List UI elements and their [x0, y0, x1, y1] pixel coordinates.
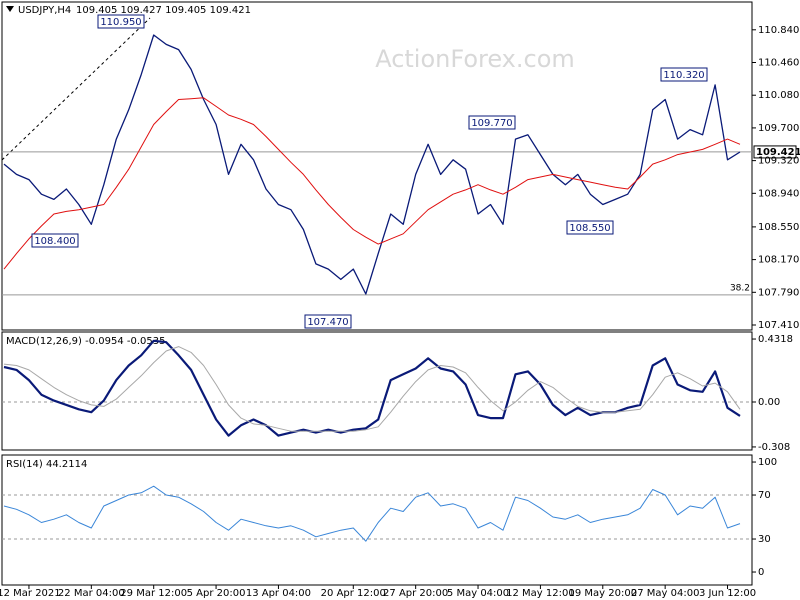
annotation: 107.470: [307, 317, 348, 328]
y-tick-label: 0.4318: [758, 334, 793, 345]
series-line: [3, 34, 741, 295]
y-tick-label: 107.790: [758, 287, 799, 298]
y-tick-label: 100: [758, 457, 777, 468]
x-tick-label: 12 May 12:00: [506, 588, 575, 599]
series-line: [3, 485, 741, 542]
panel-title: MACD(12,26,9) -0.0954 -0.0535: [6, 336, 166, 347]
y-tick-label: 108.550: [758, 222, 799, 233]
annotation-box: [468, 115, 516, 130]
chart-title: USDJPY,H4: [18, 5, 71, 16]
y-tick-label: 109.320: [758, 156, 799, 167]
price-tag-label: 109.421: [756, 147, 800, 158]
price-tag: [753, 145, 797, 159]
x-tick-label: 29 Mar 12:00: [120, 588, 187, 599]
y-tick-label: -0.308: [758, 442, 790, 453]
annotation-box: [97, 14, 145, 29]
watermark: ActionForex.com: [375, 45, 575, 73]
x-tick-label: 27 Apr 20:00: [383, 588, 448, 599]
x-tick-label: 12 Mar 2021: [0, 588, 61, 599]
annotation-box: [660, 67, 708, 82]
y-tick-label: 107.410: [758, 320, 799, 331]
y-tick-label: 109.700: [758, 123, 799, 134]
x-tick-label: 22 Mar 04:00: [58, 588, 125, 599]
x-tick-label: 27 May 04:00: [631, 588, 700, 599]
panel-frame: [1, 1, 753, 331]
y-tick-label: 0: [758, 567, 764, 578]
y-tick-label: 70: [758, 490, 771, 501]
annotation: 110.320: [663, 70, 704, 81]
panel-frame: [1, 331, 753, 451]
y-tick-label: 0.00: [758, 397, 780, 408]
trend-line: [1, 17, 151, 161]
annotation: 110.950: [100, 17, 141, 28]
annotation-box: [304, 314, 352, 329]
x-tick-label: 3 Jun 12:00: [699, 588, 756, 599]
y-tick-label: 110.460: [758, 58, 799, 69]
panel-frame: [1, 454, 753, 586]
x-tick-label: 20 Apr 12:00: [321, 588, 386, 599]
annotation: 109.770: [471, 118, 512, 129]
y-tick-label: 110.840: [758, 25, 799, 36]
annotation-box: [31, 233, 79, 248]
series-line: [3, 97, 741, 270]
ohlc: 109.405 109.427 109.405 109.421: [76, 5, 251, 16]
menu-icon: [6, 6, 14, 12]
x-tick-label: 13 Apr 04:00: [246, 588, 311, 599]
annotation-box: [566, 220, 614, 235]
annotation: 108.550: [569, 223, 610, 234]
x-tick-label: 5 Apr 20:00: [187, 588, 246, 599]
annotation: 108.400: [34, 236, 75, 247]
y-tick-label: 108.940: [758, 188, 799, 199]
x-tick-label: 19 May 20:00: [568, 588, 637, 599]
level-label: 38.2: [730, 283, 750, 293]
y-tick-label: 108.170: [758, 255, 799, 266]
y-tick-label: 110.080: [758, 90, 799, 101]
y-tick-label: 30: [758, 534, 771, 545]
x-tick-label: 5 May 04:00: [447, 588, 509, 599]
series-line: [3, 346, 741, 432]
panel-title: RSI(14) 44.2114: [6, 459, 87, 470]
